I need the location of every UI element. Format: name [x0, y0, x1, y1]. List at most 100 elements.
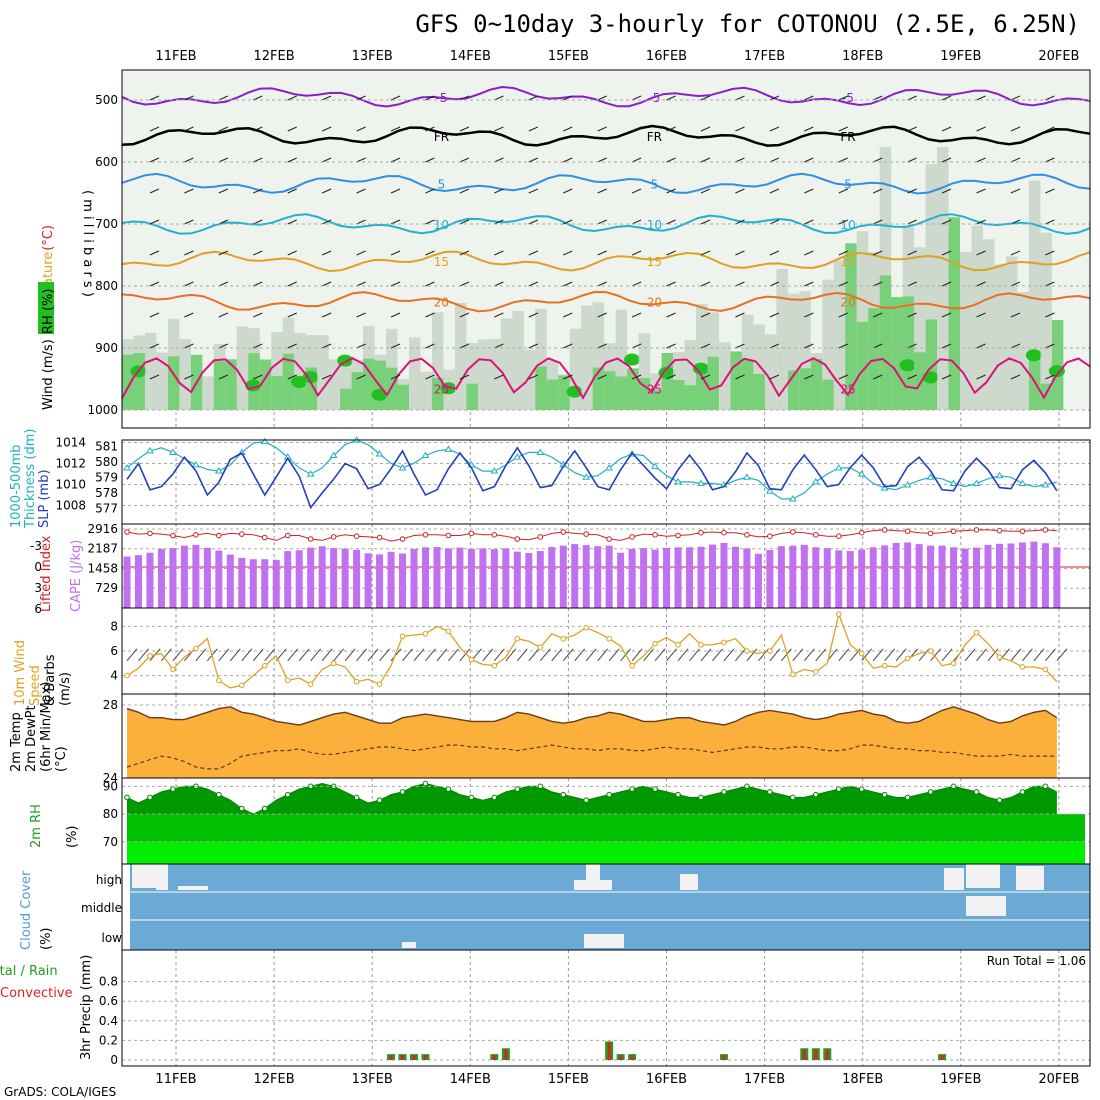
run-total-label: Run Total = 1.06 — [987, 954, 1086, 968]
wind-barb — [907, 250, 917, 256]
wind-barb — [941, 281, 952, 287]
cape-bar — [731, 546, 739, 608]
wind-barb-10m — [1045, 648, 1056, 662]
wind-barb-10m — [516, 648, 528, 662]
wind-barb-10m — [310, 648, 322, 662]
wind-barb — [735, 126, 745, 132]
wind-speed-marker — [491, 662, 498, 669]
cape-bar — [513, 551, 521, 608]
wind-barb-10m — [803, 648, 815, 662]
rh-shading-cell — [282, 353, 295, 410]
contour-label: 25 — [434, 382, 449, 396]
thickness-marker — [605, 463, 614, 471]
wind-barb-10m — [700, 648, 712, 662]
cape-bar — [835, 550, 843, 608]
wind-barb — [941, 374, 952, 380]
wind-barb — [321, 343, 332, 349]
wind-barb — [597, 188, 607, 194]
wind-barb — [253, 312, 263, 318]
wind-barb — [700, 157, 711, 163]
y-tick-label: 1010 — [55, 478, 86, 492]
wind-barb-10m — [321, 648, 333, 662]
wind-speed-marker — [170, 666, 176, 673]
y-tick-label: 3 — [34, 581, 42, 595]
wind-barb-10m — [735, 648, 746, 662]
wind-barb — [253, 188, 263, 194]
wind-barb — [769, 374, 780, 380]
wind-barb — [700, 126, 711, 132]
wind-speed-marker — [950, 660, 957, 667]
y-tick-label: 1000 — [87, 403, 118, 417]
wind-speed-marker — [353, 678, 360, 685]
rh-shading-cell — [948, 217, 961, 410]
wind-barb-10m — [551, 648, 563, 662]
rh-marker — [996, 797, 1003, 803]
wind-barb — [425, 95, 435, 101]
cape-bar — [421, 547, 429, 608]
wind-barb — [425, 312, 435, 318]
wind-barb — [907, 95, 917, 101]
date-label-top: 11FEB — [155, 49, 196, 64]
wind-speed-marker — [629, 662, 635, 669]
cloud-level-label: middle — [81, 901, 122, 915]
wind-barb-10m — [172, 648, 184, 662]
wind-barb — [769, 312, 780, 318]
wind-speed-marker — [835, 611, 842, 617]
rh-shading-cell — [983, 239, 995, 410]
wind-barb — [804, 188, 814, 194]
wind-barb — [528, 343, 539, 349]
wind-barb — [838, 219, 848, 225]
cape-bar — [284, 551, 292, 608]
wind-barb — [804, 126, 814, 132]
wind-barb — [425, 157, 435, 163]
wind-barb — [666, 250, 676, 256]
y-axis-label: Lifted Index — [39, 535, 54, 612]
wind-barb — [563, 126, 573, 132]
wind-barb — [356, 126, 366, 132]
wind-barb — [666, 219, 676, 225]
wind-barb-10m — [930, 648, 941, 662]
wind-speed-marker — [583, 624, 590, 631]
wind-barb — [941, 343, 952, 349]
wind-barb — [735, 343, 745, 349]
wind-speed-marker — [560, 635, 567, 642]
lifted-index-marker — [721, 529, 727, 536]
rh-marker — [767, 789, 773, 795]
rh-shading-cell — [673, 380, 685, 410]
rh-shading-cell — [420, 371, 432, 410]
wind-barb-10m — [161, 648, 172, 662]
wind-barb-10m — [654, 648, 666, 662]
wind-barb-10m — [195, 648, 207, 662]
y-axis-label: (%) — [39, 928, 54, 951]
y-tick-label: 4 — [110, 669, 118, 683]
rh-shading-blob — [693, 362, 709, 375]
lifted-index-marker — [170, 532, 176, 539]
wind-barb-10m — [872, 648, 884, 662]
cape-bar — [743, 548, 751, 608]
thickness-marker — [1041, 481, 1050, 488]
rh-shading-cell — [477, 339, 490, 410]
thickness-marker — [880, 484, 889, 491]
wind-barb-10m — [344, 648, 356, 662]
rh-marker — [813, 791, 819, 798]
rh-shading-cell — [994, 264, 1006, 410]
thickness-marker — [421, 451, 430, 459]
lifted-index-marker — [239, 531, 245, 537]
wind-barb — [907, 188, 917, 194]
cape-bar — [215, 550, 223, 608]
cape-bar — [134, 555, 142, 608]
rh-shading-cell — [925, 164, 938, 410]
date-label-top: 12FEB — [254, 49, 295, 64]
y-tick-label: 577 — [95, 501, 118, 515]
wind-barb — [838, 126, 848, 132]
cape-bar — [330, 548, 338, 608]
date-label-bottom: 11FEB — [155, 1072, 196, 1087]
rh-shading-cell — [454, 302, 467, 410]
wind-barb — [528, 312, 539, 318]
wind-barb — [1045, 312, 1055, 318]
wind-barb — [459, 343, 470, 349]
wind-barb-10m — [413, 648, 425, 662]
y-axis-label: (°C) — [54, 746, 69, 772]
wind-barb — [459, 157, 470, 163]
rh-shading-cell — [466, 342, 478, 410]
